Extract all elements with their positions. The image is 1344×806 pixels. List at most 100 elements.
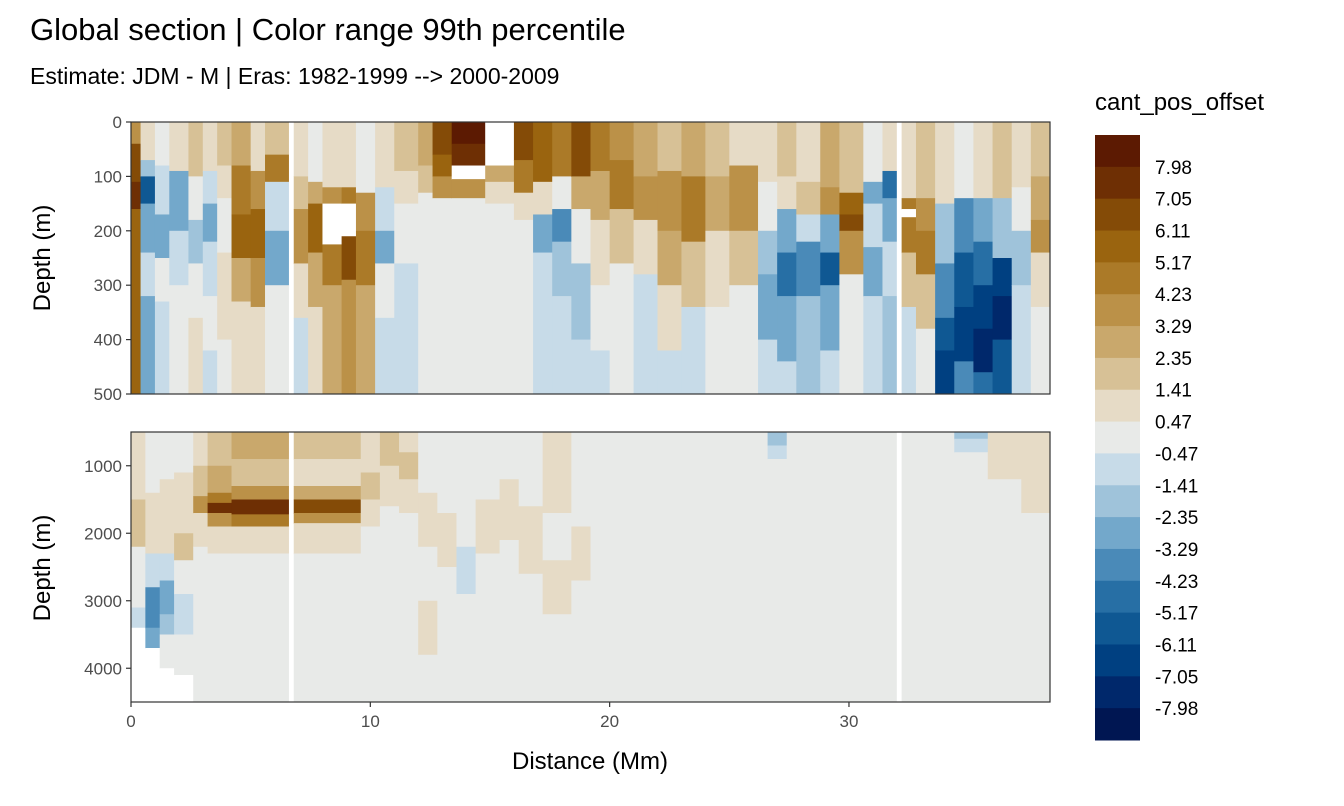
heatmap-cell [820,350,840,394]
heatmap-cell [288,432,295,702]
heatmap-cell [231,553,290,702]
heatmap-cell [590,432,769,702]
colorbar-swatch [1095,644,1140,677]
heatmap-cell [705,306,730,394]
heatmap-cell [992,296,1013,341]
colorbar-swatch [1095,485,1140,518]
heatmap-cell [193,546,209,702]
heatmap-cell [432,176,453,199]
heatmap-cell [513,160,534,194]
heatmap-cell [935,203,955,265]
heatmap-cell [231,301,252,394]
heatmap-cell [1030,252,1050,308]
colorbar-swatch [1095,357,1140,391]
heatmap-cell [633,219,659,275]
heatmap-cell [375,317,395,394]
heatmap-cell [202,122,218,172]
y-axis-title-upper-text: Depth (m) [29,205,56,312]
colorbar-swatch [1095,262,1140,295]
colorbar-label: 7.05 [1155,190,1192,211]
heatmap-cell [681,176,706,243]
heatmap-cell [131,122,142,145]
heatmap-cell [394,122,419,172]
heatmap-cell [729,122,759,167]
heatmap-cell [131,143,142,183]
heatmap-cell [820,122,840,188]
heatmap-cell [571,432,592,528]
heatmap-cell [360,526,381,702]
heatmap-cell [1030,176,1050,221]
heatmap-cell [882,198,898,243]
heatmap-cell [456,594,477,702]
heatmap-cell [355,192,376,232]
heatmap-cell [451,198,486,394]
heatmap-cell [131,181,142,210]
heatmap-cell [379,465,400,507]
heatmap-cell [169,285,190,394]
heatmap-cell [250,170,266,210]
heatmap-cell [154,301,170,394]
heatmap-cell [322,122,343,188]
colorbar-swatch [1095,548,1140,582]
heatmap-cell [231,432,290,460]
heatmap-cell [265,122,290,156]
heatmap-cell [863,122,884,183]
heatmap-cell [379,432,400,467]
heatmap-cell [485,181,515,205]
heatmap-cell [518,432,544,507]
heatmap-cell [145,553,161,588]
heatmap-cell [207,432,233,467]
heatmap-cell [590,219,611,286]
heatmap-cell [418,432,438,494]
heatmap-cell [475,499,501,555]
heatmap-cell [973,328,994,373]
colorbar-swatch [1095,453,1140,486]
heatmap-cell [499,479,520,541]
heatmap-cell [265,230,290,286]
heatmap-cell [758,122,778,183]
colorbar-labels: 7.98 7.05 6.11 5.17 4.23 3.29 2.35 1.41 0.47 -0.4… [1155,158,1198,720]
heatmap-cell [418,600,438,656]
heatmap-cell [140,203,156,254]
heatmap-cell [293,486,362,501]
heatmap-cell [355,122,376,194]
heatmap-cell [202,170,218,205]
heatmap-cell [590,285,611,352]
heatmap-cell [217,198,233,254]
heatmap-cell [954,252,975,308]
heatmap-cell [973,241,994,286]
heatmap-cell [609,263,635,394]
heatmap-cell [418,122,434,167]
heatmap-cell [954,438,989,453]
colorbar-label: -0.47 [1155,444,1198,465]
colorbar-swatch [1095,580,1140,614]
y-tick-label: 3000 [84,592,122,611]
heatmap-cell [767,432,788,447]
heatmap-cell [293,513,362,524]
heatmap-cell [499,540,520,702]
colorbar-label: 1.41 [1155,381,1192,402]
heatmap-cell [1021,513,1050,702]
heatmap-cell [1030,122,1050,177]
heatmap-cell [552,241,572,297]
y-tick-label: 1000 [84,457,122,476]
heatmap-cell [777,252,797,297]
heatmap-cell [154,214,170,259]
heatmap-cell [293,459,362,487]
heatmap-cell [987,479,1022,702]
heatmap-cell [485,165,515,183]
heatmap-cell [633,176,659,221]
y-tick-label: 2000 [84,524,122,543]
heatmap-cell [217,165,233,199]
colorbar-swatch [1095,294,1140,327]
heatmap-cell [896,432,903,702]
heatmap-cell [418,192,434,394]
x-tick-label: 30 [840,712,859,731]
heatmap-cell [355,285,376,394]
heatmap-cell [767,445,788,460]
heatmap-cell [863,296,884,394]
heatmap-cell [609,209,635,265]
heatmap-cell [973,198,994,243]
heatmap-cell [729,165,759,232]
heatmap-cell [399,432,419,453]
